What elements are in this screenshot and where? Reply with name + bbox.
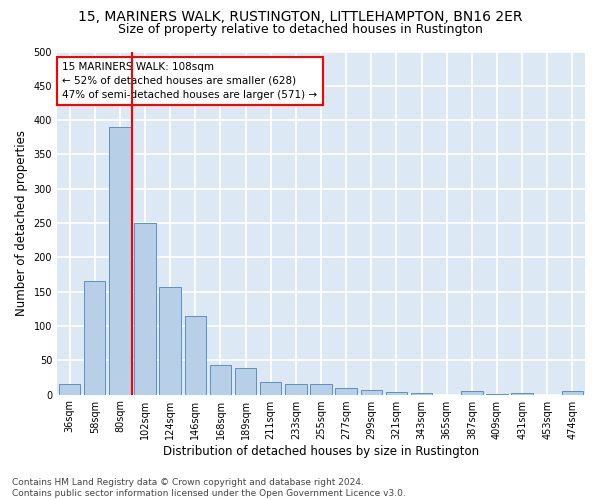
Text: Size of property relative to detached houses in Rustington: Size of property relative to detached ho… [118, 22, 482, 36]
Bar [386, 392, 407, 394]
Bar [511, 393, 533, 394]
Bar [160, 287, 181, 395]
Bar [260, 382, 281, 394]
Bar [59, 384, 80, 394]
Text: Contains HM Land Registry data © Crown copyright and database right 2024.
Contai: Contains HM Land Registry data © Crown c… [12, 478, 406, 498]
Bar [310, 384, 332, 394]
Bar [411, 392, 432, 394]
Bar [134, 223, 156, 394]
Bar [562, 391, 583, 394]
Bar [461, 391, 482, 394]
Y-axis label: Number of detached properties: Number of detached properties [15, 130, 28, 316]
Text: 15 MARINERS WALK: 108sqm
← 52% of detached houses are smaller (628)
47% of semi-: 15 MARINERS WALK: 108sqm ← 52% of detach… [62, 62, 317, 100]
Bar [285, 384, 307, 394]
Bar [335, 388, 357, 394]
Bar [185, 316, 206, 394]
Bar [361, 390, 382, 394]
Bar [210, 365, 231, 394]
Bar [109, 127, 131, 394]
X-axis label: Distribution of detached houses by size in Rustington: Distribution of detached houses by size … [163, 444, 479, 458]
Text: 15, MARINERS WALK, RUSTINGTON, LITTLEHAMPTON, BN16 2ER: 15, MARINERS WALK, RUSTINGTON, LITTLEHAM… [78, 10, 522, 24]
Bar [84, 280, 106, 394]
Bar [235, 368, 256, 394]
